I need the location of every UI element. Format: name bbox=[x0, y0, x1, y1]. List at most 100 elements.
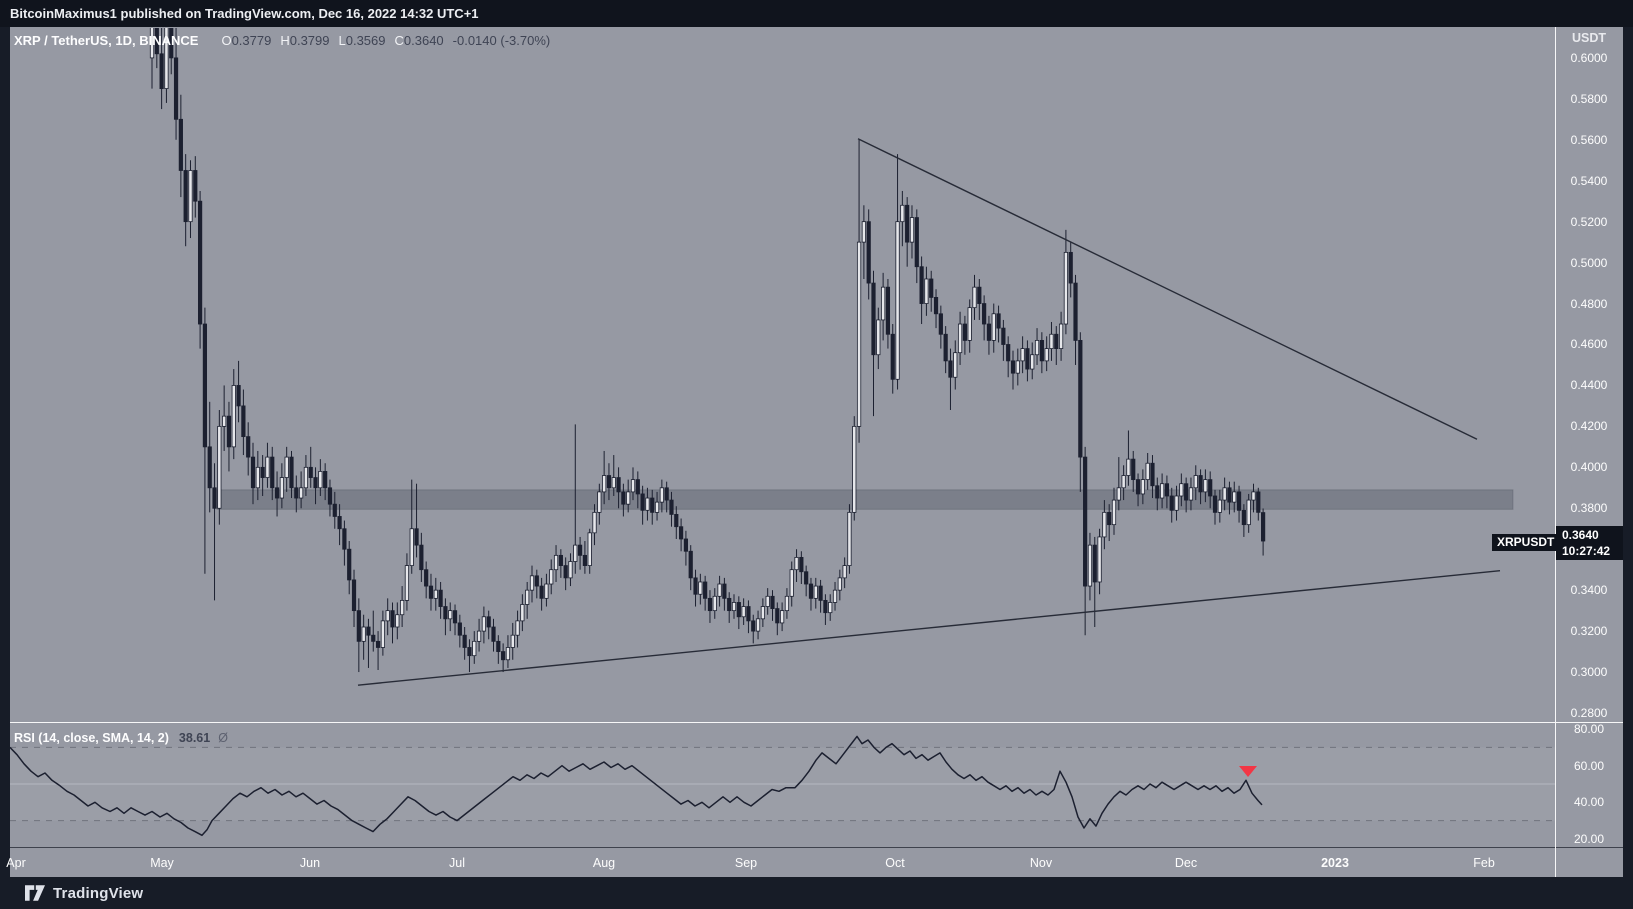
candle-up bbox=[279, 477, 284, 499]
candle-up bbox=[659, 487, 664, 503]
candle-down bbox=[683, 538, 689, 552]
candle-down bbox=[173, 57, 179, 120]
candle-down bbox=[1054, 333, 1059, 349]
candle-down bbox=[890, 333, 895, 380]
candle-up bbox=[525, 589, 530, 605]
rsi-line[interactable] bbox=[10, 735, 1263, 837]
candle-down bbox=[260, 466, 265, 478]
time-tick-label: Jul bbox=[449, 856, 465, 870]
candle-down bbox=[351, 579, 357, 612]
price-tick-label: 0.4600 bbox=[1570, 337, 1608, 352]
candle-up bbox=[972, 286, 977, 309]
candle-down bbox=[664, 487, 669, 501]
candle-series[interactable] bbox=[149, 0, 1266, 673]
time-tick-label: May bbox=[150, 856, 174, 870]
candle-down bbox=[1131, 458, 1136, 481]
candle-up bbox=[568, 561, 573, 579]
ascending-support[interactable] bbox=[357, 570, 1501, 686]
candle-up bbox=[587, 532, 592, 566]
ohlc-low-value: 0.3569 bbox=[345, 33, 386, 48]
rsi-legend[interactable]: RSI (14, close, SMA, 14, 2) 38.61 Ø bbox=[14, 731, 228, 747]
candle-up bbox=[303, 466, 309, 489]
candle-up bbox=[1097, 536, 1102, 583]
candle-up bbox=[953, 352, 958, 378]
candle-down bbox=[347, 548, 352, 581]
candle-down bbox=[933, 297, 939, 315]
time-tick-label: Sep bbox=[734, 856, 758, 870]
candle-down bbox=[929, 278, 934, 298]
candle-up bbox=[957, 323, 963, 354]
candle-down bbox=[669, 499, 674, 515]
candle-down bbox=[1001, 327, 1006, 345]
candle-up bbox=[1049, 333, 1054, 349]
sell-signal-marker[interactable] bbox=[1239, 766, 1257, 777]
candle-down bbox=[866, 221, 871, 284]
price-tick-label: 0.4200 bbox=[1570, 419, 1608, 434]
candle-down bbox=[1227, 487, 1232, 503]
time-tick-label: Dec bbox=[1174, 856, 1198, 870]
tradingview-watermark[interactable]: TradingView bbox=[25, 881, 143, 905]
descending-resistance[interactable] bbox=[857, 138, 1478, 440]
candle-up bbox=[573, 544, 578, 562]
candle-up bbox=[1246, 499, 1251, 526]
candle-down bbox=[703, 581, 708, 599]
symbol-legend[interactable]: XRP / TetherUS, 1D, BINANCE O0.3779 H0.379… bbox=[14, 33, 550, 51]
ohlc-close-key: C bbox=[394, 33, 404, 48]
candle-up bbox=[765, 595, 770, 607]
candle-up bbox=[1030, 354, 1035, 370]
candle-down bbox=[337, 516, 342, 530]
candle-down bbox=[943, 333, 948, 362]
candle-up bbox=[1121, 475, 1126, 489]
candle-up bbox=[1116, 487, 1121, 501]
candle-down bbox=[563, 565, 568, 579]
candle-up bbox=[1102, 511, 1107, 538]
chart-background[interactable] bbox=[10, 27, 1623, 877]
candle-down bbox=[799, 557, 804, 573]
candle-up bbox=[395, 614, 400, 628]
rsi-tick-label: 40.00 bbox=[1573, 795, 1605, 810]
candle-up bbox=[265, 456, 270, 478]
candle-up bbox=[510, 634, 515, 648]
candle-up bbox=[515, 620, 520, 636]
candle-down bbox=[1039, 340, 1044, 362]
candle-down bbox=[327, 487, 333, 505]
candle-up bbox=[597, 491, 602, 513]
candle-down bbox=[491, 626, 496, 642]
candle-up bbox=[1232, 491, 1237, 503]
candle-up bbox=[1044, 348, 1049, 362]
candle-up bbox=[231, 385, 236, 448]
candle-down bbox=[823, 599, 828, 614]
candle-down bbox=[977, 286, 982, 304]
candle-down bbox=[375, 640, 381, 648]
candle-down bbox=[428, 585, 434, 599]
candle-down bbox=[342, 528, 347, 550]
candle-up bbox=[1020, 348, 1025, 362]
candle-down bbox=[419, 544, 424, 571]
candle-up bbox=[909, 217, 915, 243]
candle-down bbox=[986, 323, 992, 341]
candle-up bbox=[755, 618, 761, 632]
symbol-title[interactable]: XRP / TetherUS, 1D, BINANCE bbox=[14, 33, 199, 48]
candle-down bbox=[308, 466, 313, 478]
candle-down bbox=[1083, 456, 1088, 587]
candle-down bbox=[183, 170, 188, 223]
candle-up bbox=[828, 602, 833, 614]
candle-down bbox=[948, 360, 953, 378]
price-tick-label: 0.2800 bbox=[1570, 705, 1608, 720]
candle-down bbox=[313, 477, 318, 489]
candle-down bbox=[679, 526, 684, 540]
price-axis-currency: USDT bbox=[1571, 31, 1607, 45]
rsi-title[interactable]: RSI (14, close, SMA, 14, 2) bbox=[14, 731, 169, 745]
candle-down bbox=[635, 479, 640, 495]
candle-down bbox=[197, 200, 203, 325]
candle-down bbox=[169, 28, 174, 59]
candle-down bbox=[1208, 479, 1213, 497]
candle-down bbox=[443, 606, 448, 620]
candle-down bbox=[804, 571, 809, 585]
candle-down bbox=[1150, 462, 1155, 487]
candle-up bbox=[1111, 499, 1117, 526]
candle-down bbox=[467, 647, 472, 657]
candle-up bbox=[630, 479, 636, 493]
candle-down bbox=[996, 313, 1001, 329]
